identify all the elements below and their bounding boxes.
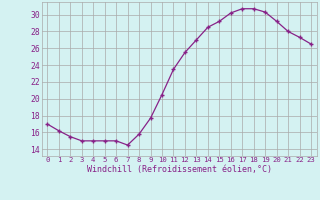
X-axis label: Windchill (Refroidissement éolien,°C): Windchill (Refroidissement éolien,°C) [87,165,272,174]
